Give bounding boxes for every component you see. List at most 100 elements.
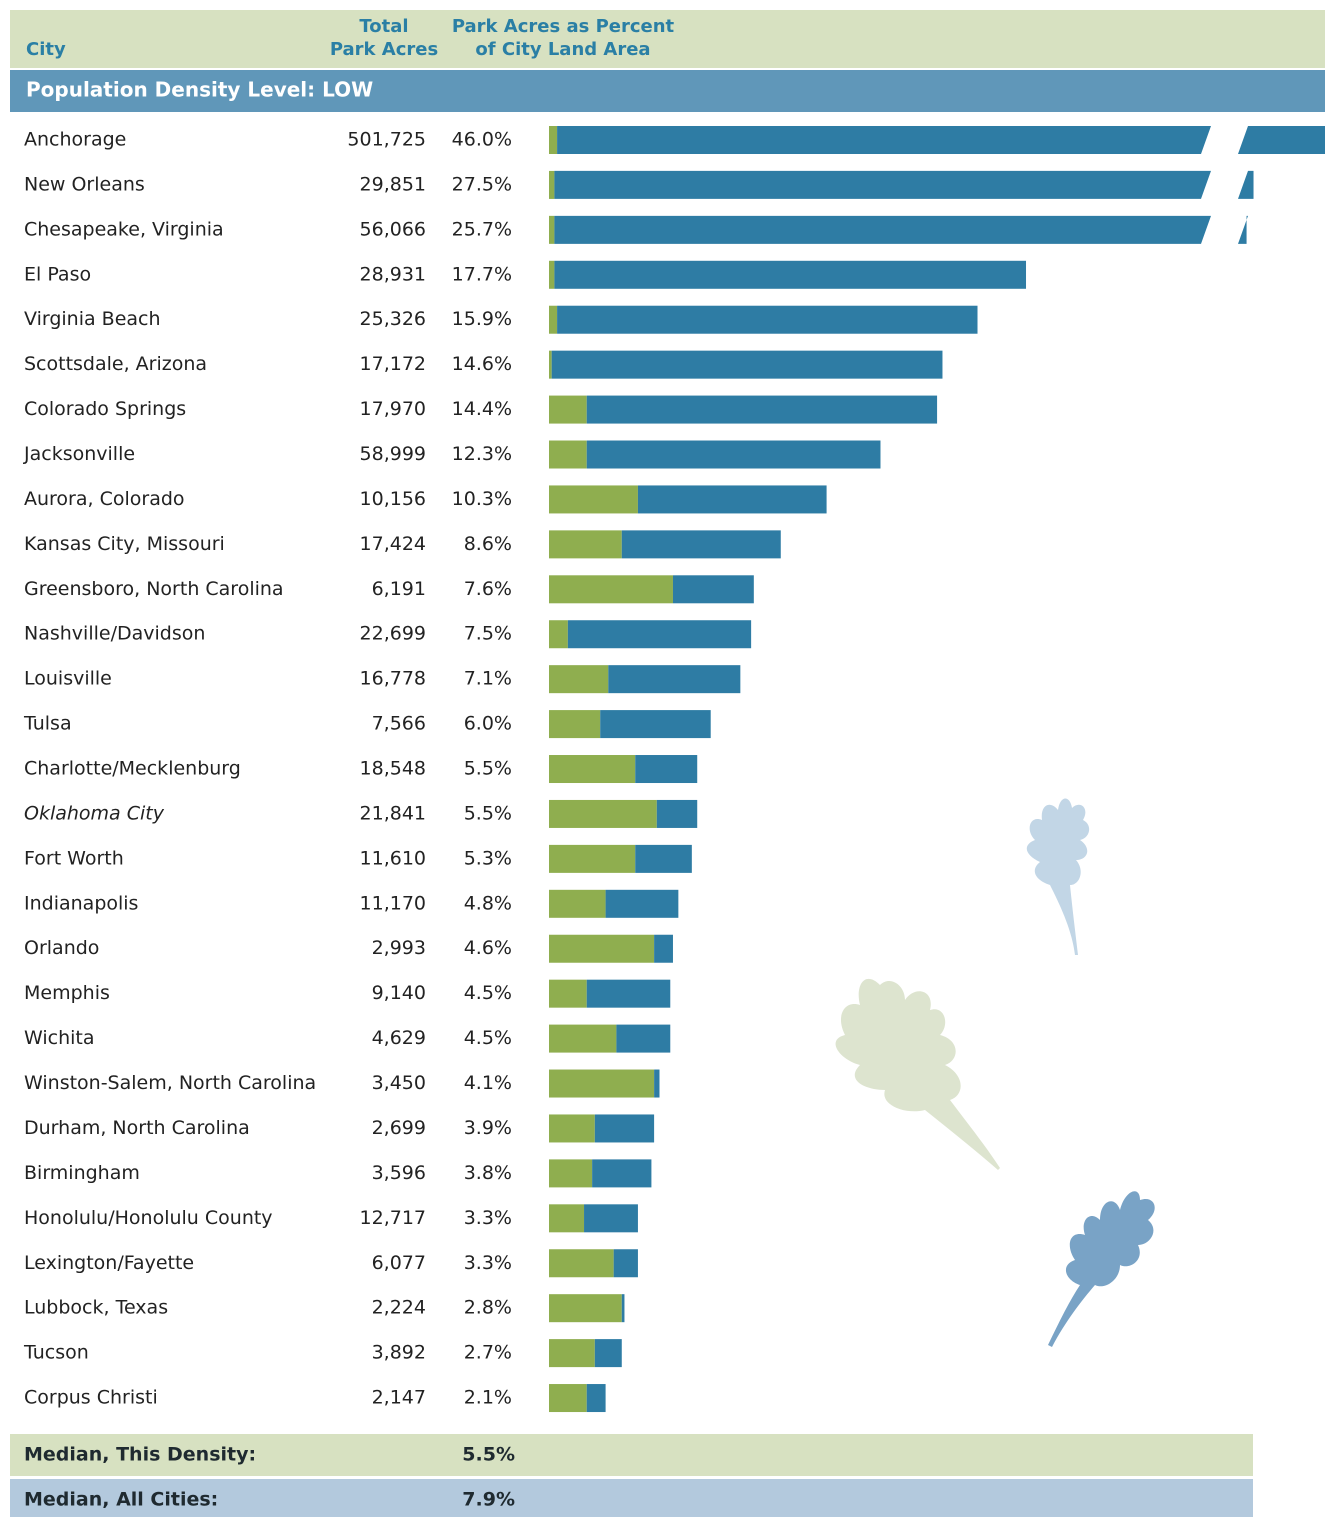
green-segment	[549, 485, 638, 513]
park-acres: 3,450	[372, 1072, 426, 1094]
green-segment	[549, 1249, 614, 1277]
green-segment	[549, 441, 587, 469]
green-segment	[549, 980, 587, 1008]
park-acres: 29,851	[360, 173, 426, 195]
park-acres: 2,699	[372, 1117, 426, 1139]
blue-segment	[606, 890, 679, 918]
green-segment	[549, 620, 568, 648]
park-percent: 8.6%	[464, 533, 512, 555]
park-percent: 14.4%	[452, 398, 512, 420]
park-percent: 25.7%	[452, 218, 512, 240]
park-percent: 17.7%	[452, 263, 512, 285]
park-acres: 7,566	[372, 713, 426, 735]
green-segment	[549, 216, 554, 244]
green-segment	[549, 126, 557, 154]
park-percent: 5.5%	[464, 758, 512, 780]
blue-segment	[557, 126, 1325, 154]
park-acres: 10,156	[360, 488, 426, 510]
median-value: 7.9%	[462, 1489, 515, 1511]
blue-segment	[554, 216, 1248, 244]
green-segment	[549, 396, 587, 424]
acres-header: Total	[359, 16, 408, 37]
city-name: Greensboro, North Carolina	[24, 578, 284, 600]
blue-segment	[614, 1249, 638, 1277]
park-acres: 3,596	[372, 1162, 426, 1184]
park-acres: 56,066	[360, 218, 426, 240]
city-name: Nashville/Davidson	[24, 623, 205, 645]
city-name: Fort Worth	[24, 847, 124, 869]
green-segment	[549, 351, 552, 379]
park-acres: 17,172	[360, 353, 426, 375]
park-percent: 5.5%	[464, 802, 512, 824]
park-percent: 2.8%	[464, 1297, 512, 1319]
park-percent: 7.1%	[464, 668, 512, 690]
green-segment	[549, 890, 606, 918]
city-name: Aurora, Colorado	[24, 488, 185, 510]
park-acres: 11,170	[360, 892, 426, 914]
blue-segment	[595, 1339, 622, 1367]
park-percent: 14.6%	[452, 353, 512, 375]
blue-segment	[657, 800, 697, 828]
green-segment	[549, 1384, 587, 1412]
blue-segment	[587, 441, 881, 469]
city-name: Chesapeake, Virginia	[24, 218, 224, 240]
park-percent: 3.3%	[464, 1207, 512, 1229]
median-value: 5.5%	[462, 1444, 515, 1466]
blue-segment	[587, 1384, 606, 1412]
blue-segment	[635, 845, 692, 873]
green-segment	[549, 1070, 654, 1098]
blue-segment	[635, 755, 697, 783]
park-percent: 5.3%	[464, 847, 512, 869]
green-segment	[549, 575, 673, 603]
city-name: El Paso	[24, 263, 91, 285]
city-name: Jacksonville	[23, 443, 135, 465]
green-segment	[549, 1204, 584, 1232]
park-acres: 17,424	[360, 533, 426, 555]
park-percent: 4.5%	[464, 982, 512, 1004]
city-name: New Orleans	[24, 173, 145, 195]
park-percent: 10.3%	[452, 488, 512, 510]
park-acres: 2,993	[372, 937, 426, 959]
blue-segment	[584, 1204, 638, 1232]
green-segment	[549, 306, 557, 334]
park-acres: 22,699	[360, 623, 426, 645]
city-name: Durham, North Carolina	[24, 1117, 250, 1139]
park-acres: 17,970	[360, 398, 426, 420]
park-percent: 3.3%	[464, 1252, 512, 1274]
blue-segment	[622, 1294, 625, 1322]
park-percent: 27.5%	[452, 173, 512, 195]
park-percent: 7.6%	[464, 578, 512, 600]
park-percent: 4.1%	[464, 1072, 512, 1094]
city-name: Lubbock, Texas	[24, 1297, 168, 1319]
park-percent: 7.5%	[464, 623, 512, 645]
green-segment	[549, 530, 622, 558]
city-name: Tulsa	[23, 713, 72, 735]
park-percent: 4.6%	[464, 937, 512, 959]
city-name: Louisville	[24, 668, 112, 690]
park-acres: 18,548	[360, 758, 426, 780]
park-percent: 15.9%	[452, 308, 512, 330]
city-name: Winston-Salem, North Carolina	[24, 1072, 316, 1094]
green-segment	[549, 1294, 622, 1322]
city-name: Wichita	[24, 1027, 95, 1049]
park-percent: 4.8%	[464, 892, 512, 914]
blue-segment	[622, 530, 781, 558]
blue-segment	[568, 620, 751, 648]
blue-segment	[595, 1114, 654, 1142]
park-acres: 11,610	[360, 847, 426, 869]
city-header: City	[26, 39, 66, 60]
section-title: Population Density Level: LOW	[26, 78, 373, 102]
table-chart: City Total Park Acres Park Acres as Perc…	[0, 0, 1325, 1517]
percent-header: Park Acres as Percent	[452, 16, 675, 37]
park-acres: 58,999	[360, 443, 426, 465]
blue-segment	[554, 171, 1253, 199]
blue-segment	[608, 665, 740, 693]
park-acres: 2,147	[372, 1387, 426, 1409]
percent-header: of City Land Area	[475, 39, 650, 60]
park-acres: 12,717	[360, 1207, 426, 1229]
green-segment	[549, 261, 554, 289]
city-name: Charlotte/Mecklenburg	[24, 758, 241, 780]
park-acres: 6,191	[372, 578, 426, 600]
green-segment	[549, 1159, 592, 1187]
park-percent: 2.7%	[464, 1342, 512, 1364]
